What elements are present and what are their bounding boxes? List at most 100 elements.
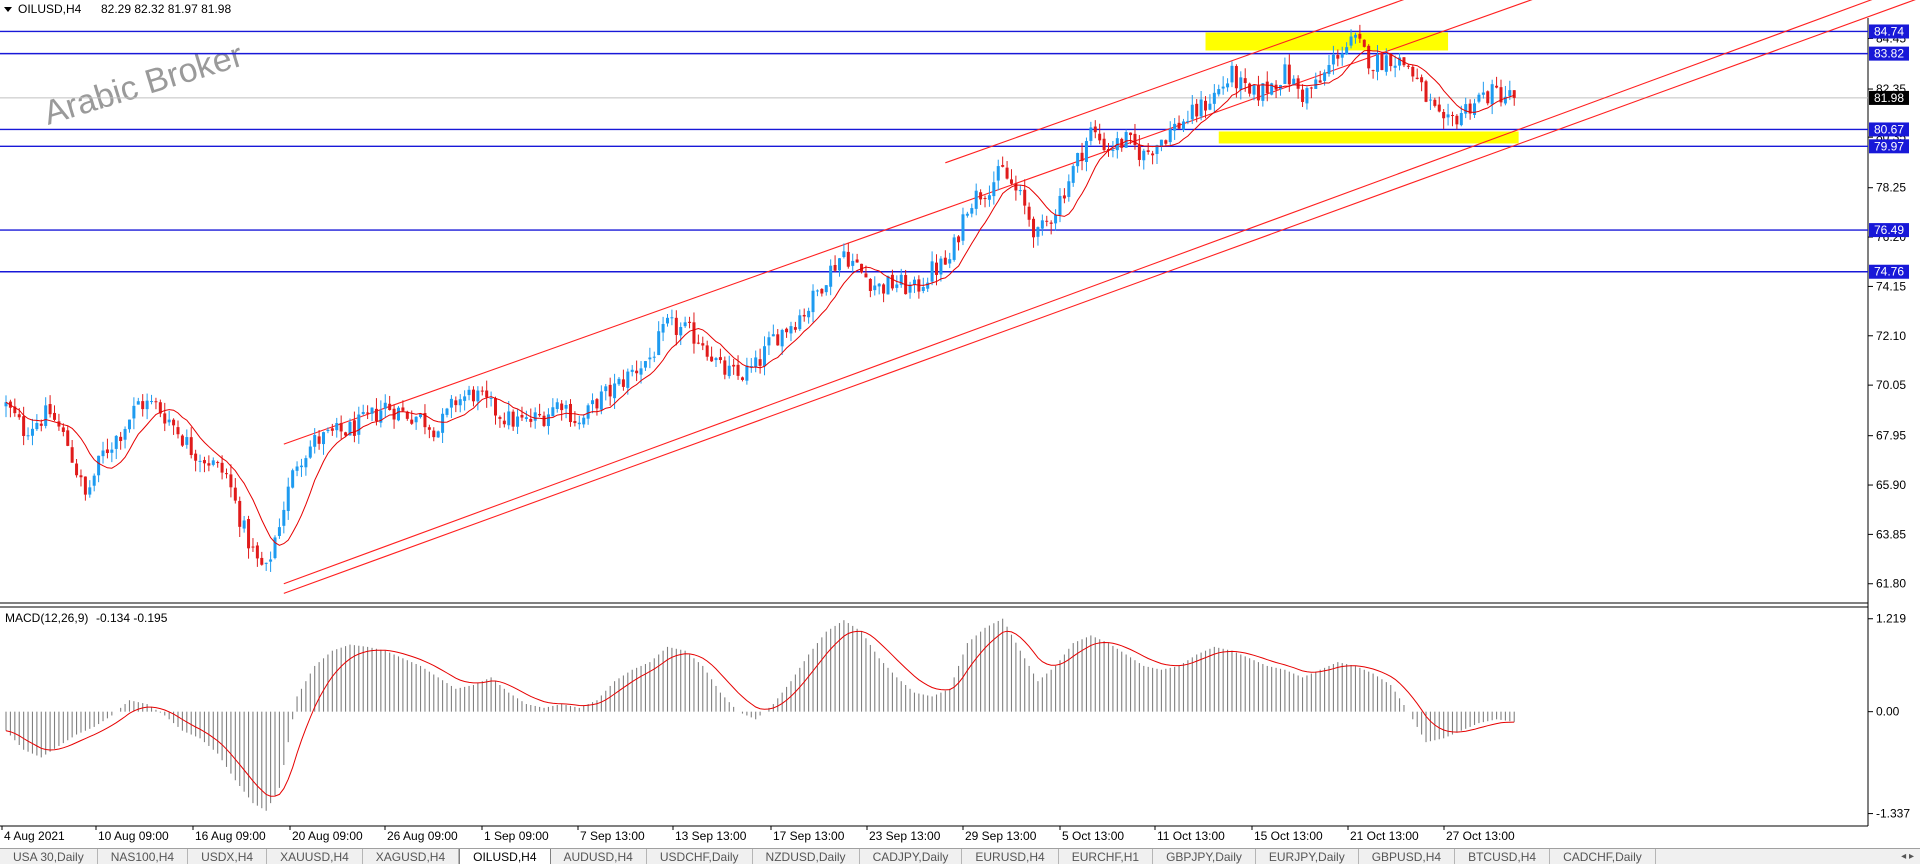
candle: [158, 399, 162, 418]
candle: [992, 171, 996, 205]
candle-body: [1186, 120, 1190, 122]
candle-body: [282, 509, 286, 526]
tab-cadjpy-daily[interactable]: CADJPY,Daily: [860, 849, 963, 864]
candle: [22, 406, 26, 446]
candle: [1424, 79, 1428, 103]
candle: [357, 406, 361, 444]
candle-body: [798, 315, 802, 330]
macd-y-tick-label: -1.337: [1876, 807, 1910, 821]
tab-cadchf-daily[interactable]: CADCHF,Daily: [1550, 849, 1656, 864]
candle-body: [957, 236, 961, 243]
candle: [419, 413, 423, 419]
candle-body: [789, 326, 793, 334]
tab-xagusd-h4[interactable]: XAGUSD,H4: [363, 849, 460, 864]
candle: [1455, 114, 1459, 130]
candle: [1248, 82, 1252, 97]
candle-body: [1023, 189, 1027, 206]
candle-body: [1159, 139, 1163, 146]
candle: [476, 386, 480, 411]
candle: [485, 380, 489, 408]
candle: [930, 251, 934, 286]
candle-body: [480, 390, 484, 392]
candle: [370, 407, 374, 422]
candle-body: [1014, 183, 1018, 191]
macd-pane[interactable]: [0, 608, 1868, 826]
candle-body: [88, 487, 92, 495]
candle: [88, 480, 92, 498]
tab-gbpusd-h4[interactable]: GBPUSD,H4: [1359, 849, 1456, 864]
channel-line-outer[interactable]: [945, 0, 1695, 164]
candle-body: [939, 258, 943, 275]
candle-body: [1473, 103, 1477, 115]
candle-body: [1124, 132, 1128, 148]
candle-body: [851, 260, 855, 266]
candle: [1389, 53, 1393, 72]
candle-body: [723, 360, 727, 375]
candle-body: [758, 359, 762, 366]
candle: [948, 252, 952, 269]
tab-xauusd-h4[interactable]: XAUUSD,H4: [267, 849, 363, 864]
candle-body: [176, 427, 180, 435]
candle-body: [701, 343, 705, 346]
candle-body: [573, 420, 577, 424]
candle: [145, 393, 149, 420]
candle-body: [745, 365, 749, 381]
tab-eurjpy-daily[interactable]: EURJPY,Daily: [1256, 849, 1359, 864]
candle-body: [599, 391, 603, 410]
tab-nzdusd-daily[interactable]: NZDUSD,Daily: [753, 849, 860, 864]
tab-eurusd-h4[interactable]: EURUSD,H4: [962, 849, 1059, 864]
main-pane[interactable]: [0, 18, 1868, 603]
candle-body: [837, 258, 841, 271]
candle-body: [1367, 45, 1371, 69]
candle: [1349, 29, 1353, 49]
candle: [577, 415, 581, 430]
tab-eurchf-h1[interactable]: EURCHF,H1: [1059, 849, 1154, 864]
candle-body: [339, 423, 343, 432]
tab-oilusd-h4[interactable]: OILUSD,H4: [459, 849, 551, 864]
candle-body: [912, 279, 916, 285]
candle: [564, 400, 568, 419]
candle: [661, 316, 665, 342]
tab-btcusd-h4[interactable]: BTCUSD,H4: [1455, 849, 1551, 864]
candle: [330, 423, 334, 436]
candle: [92, 473, 96, 492]
candle-body: [114, 435, 118, 449]
candle: [882, 283, 886, 303]
tab-gbpjpy-daily[interactable]: GBPJPY,Daily: [1153, 849, 1256, 864]
candle-body: [1230, 65, 1234, 83]
tab-usdx-h4[interactable]: USDX,H4: [188, 849, 268, 864]
tab-nas100-h4[interactable]: NAS100,H4: [98, 849, 189, 864]
candle: [1305, 86, 1309, 110]
candle-body: [727, 365, 731, 377]
candle: [202, 456, 206, 473]
tab-usa-30-daily[interactable]: USA 30,Daily: [0, 849, 98, 864]
x-tick-label: 10 Aug 09:00: [98, 829, 169, 843]
candle-body: [414, 416, 418, 423]
tab-usdchf-daily[interactable]: USDCHF,Daily: [647, 849, 753, 864]
channel-line-2[interactable]: [283, 0, 1920, 585]
candle: [798, 309, 802, 332]
tab-scroll-arrows[interactable]: ◂ ▸: [1901, 851, 1914, 862]
yellow-zone-2: [1218, 131, 1519, 144]
candle: [1450, 111, 1454, 127]
tab-audusd-h4[interactable]: AUDUSD,H4: [551, 849, 647, 864]
candle: [1406, 64, 1410, 70]
candle-body: [1005, 167, 1009, 179]
candle-body: [22, 416, 26, 436]
level-price-box: [1869, 46, 1909, 61]
candle: [771, 324, 775, 337]
channel-line-3[interactable]: [283, 0, 1920, 594]
candle: [1124, 129, 1128, 148]
candle-body: [277, 527, 281, 536]
candle: [66, 425, 70, 447]
candle: [255, 542, 259, 567]
candle-body: [83, 476, 87, 495]
macd-values: -0.134 -0.195: [96, 611, 168, 625]
candle: [683, 316, 687, 328]
candle: [1503, 85, 1507, 106]
symbol-dropdown-icon[interactable]: [4, 7, 12, 12]
macd-y-tick-label: 0.00: [1876, 705, 1900, 719]
candle-body: [948, 259, 952, 264]
candle-body: [1340, 53, 1344, 58]
